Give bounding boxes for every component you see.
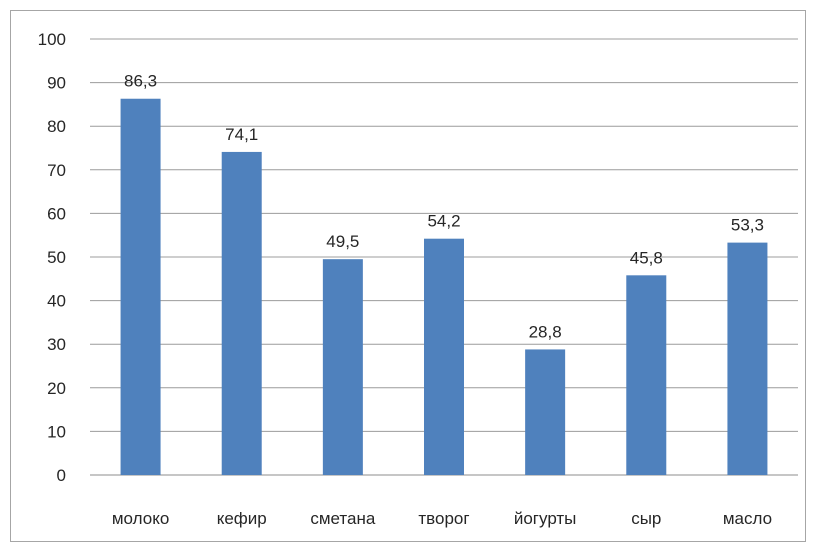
data-label: 45,8	[630, 248, 663, 267]
data-label: 49,5	[326, 232, 359, 251]
y-tick-label: 100	[38, 30, 66, 49]
y-tick-label: 40	[47, 292, 66, 311]
category-label: сметана	[310, 509, 376, 528]
bar-0	[120, 98, 161, 476]
data-label: 86,3	[124, 72, 157, 91]
bar-1	[221, 151, 262, 475]
bar-4	[525, 349, 566, 475]
gridlines	[90, 38, 798, 476]
y-tick-label: 20	[47, 379, 66, 398]
bar-2	[322, 259, 363, 475]
y-tick-label: 30	[47, 335, 66, 354]
bars	[120, 98, 768, 476]
data-labels: 86,3 74,1 49,5 54,2 28,8 45,8 53,3	[124, 72, 764, 342]
bar-3	[424, 238, 464, 475]
category-label: кефир	[217, 509, 267, 528]
category-label: йогурты	[514, 509, 577, 528]
y-axis-ticks: 0 10 20 30 40 50 60 70 80 90 100	[38, 30, 66, 485]
bar-6	[727, 242, 768, 475]
category-label: творог	[418, 509, 469, 528]
y-tick-label: 60	[47, 204, 66, 223]
category-label: сыр	[631, 509, 661, 528]
x-axis-categories: молоко кефир сметана творог йогурты сыр масло	[112, 509, 772, 528]
y-tick-label: 80	[47, 117, 66, 136]
y-tick-label: 90	[47, 74, 66, 93]
y-tick-label: 10	[47, 422, 66, 441]
bar-5	[626, 275, 667, 475]
y-tick-label: 70	[47, 161, 66, 180]
data-label: 28,8	[529, 322, 562, 341]
category-label: молоко	[112, 509, 169, 528]
category-label: масло	[723, 509, 772, 528]
y-tick-label: 50	[47, 248, 66, 267]
data-label: 74,1	[225, 125, 258, 144]
data-label: 54,2	[427, 212, 460, 231]
y-tick-label: 0	[57, 466, 66, 485]
data-label: 53,3	[731, 216, 764, 235]
